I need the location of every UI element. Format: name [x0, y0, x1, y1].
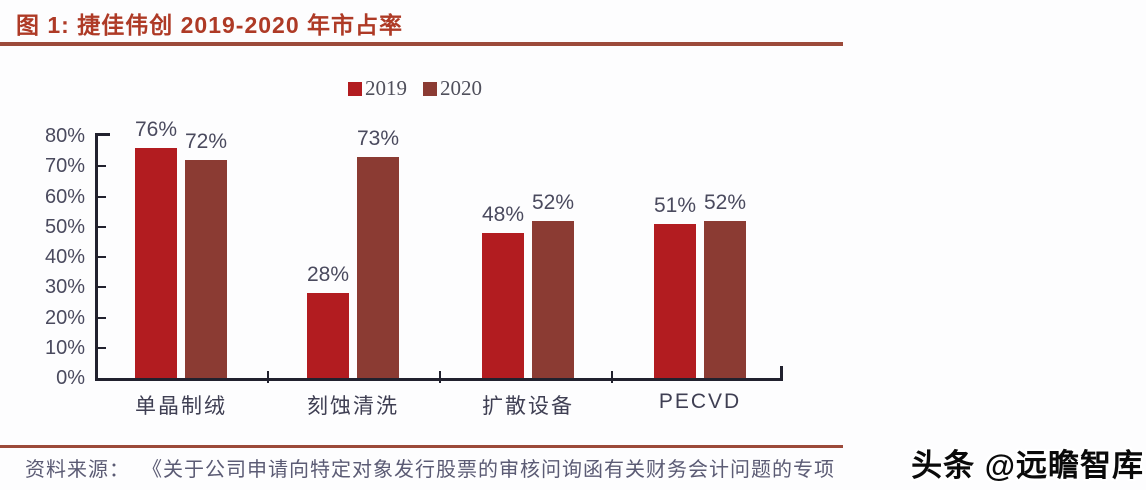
bar-2019-PECVD	[654, 223, 696, 378]
category-label-刻蚀清洗: 刻蚀清洗	[307, 395, 399, 418]
x-axis-tick	[439, 371, 441, 383]
y-tick-label: 0%	[56, 367, 85, 389]
chart-legend: 2019 2020	[348, 76, 482, 101]
bar-value-label: 52%	[703, 190, 747, 214]
bar-value-label: 52%	[531, 190, 575, 214]
legend-label: 2020	[440, 76, 482, 100]
x-axis-end-tick	[780, 366, 783, 379]
y-tick-label: 20%	[44, 306, 85, 329]
bar-2019-单晶制绒	[135, 148, 177, 378]
category-label-单晶制绒: 单晶制绒	[135, 395, 227, 418]
bar-value-label: 72%	[184, 130, 228, 154]
y-tick-label: 30%	[44, 276, 85, 299]
y-axis	[95, 133, 98, 381]
legend-swatch-2020	[423, 81, 437, 96]
y-axis-top-hook	[95, 133, 110, 136]
plot-area: 76% 72% 28% 73% 48% 52% 51% 52%	[95, 118, 783, 378]
bar-2020-PECVD	[704, 220, 746, 378]
y-tick-label: 40%	[44, 246, 85, 268]
category-label-扩散设备: 扩散设备	[482, 395, 574, 418]
footer-separator	[0, 445, 843, 448]
title-underline	[0, 42, 843, 46]
y-axis-tick	[98, 316, 106, 319]
source-text: 《关于公司申请向特定对象发行股票的审核问询函有关财务会计问题的专项	[142, 459, 835, 481]
bar-2019-扩散设备	[482, 232, 524, 378]
y-axis-tick	[98, 225, 106, 228]
legend-item: 2019	[348, 76, 407, 101]
bar-value-label: 28%	[306, 263, 350, 287]
bar-2020-单晶制绒	[185, 160, 227, 378]
bar-2020-扩散设备	[532, 220, 574, 378]
bar-value-label: 48%	[481, 202, 525, 226]
x-axis-tick	[611, 371, 613, 383]
y-tick-label: 50%	[44, 215, 85, 238]
source-label: 资料来源：	[25, 459, 130, 481]
bar-value-label: 76%	[134, 118, 178, 142]
y-axis-labels: 0% 10% 20% 30% 40% 50% 60% 70% 80%	[33, 125, 85, 389]
y-tick-label: 10%	[44, 336, 85, 359]
y-tick-label: 60%	[44, 185, 85, 208]
y-axis-tick	[98, 346, 106, 349]
bar-value-label: 73%	[356, 127, 400, 151]
watermark: 头条 @远瞻智库	[911, 448, 1144, 483]
bar-value-label: 51%	[653, 193, 697, 217]
category-label-PECVD: PECVD	[658, 390, 742, 413]
legend-swatch-2019	[348, 81, 362, 96]
source-row: 资料来源： 《关于公司申请向特定对象发行股票的审核问询函有关财务会计问题的专项	[25, 453, 835, 482]
y-axis-tick	[98, 195, 106, 198]
y-axis-tick	[98, 165, 106, 168]
y-tick-label: 80%	[44, 125, 85, 147]
y-tick-label: 70%	[44, 155, 85, 178]
bar-2020-刻蚀清洗	[357, 157, 399, 378]
x-axis-tick	[267, 371, 269, 383]
legend-label: 2019	[365, 76, 407, 100]
legend-item: 2020	[423, 76, 482, 101]
figure-title: 图 1: 捷佳伟创 2019-2020 年市占率	[16, 12, 404, 38]
y-axis-tick	[98, 256, 106, 258]
bar-2019-刻蚀清洗	[307, 293, 349, 378]
y-axis-tick	[98, 286, 106, 289]
